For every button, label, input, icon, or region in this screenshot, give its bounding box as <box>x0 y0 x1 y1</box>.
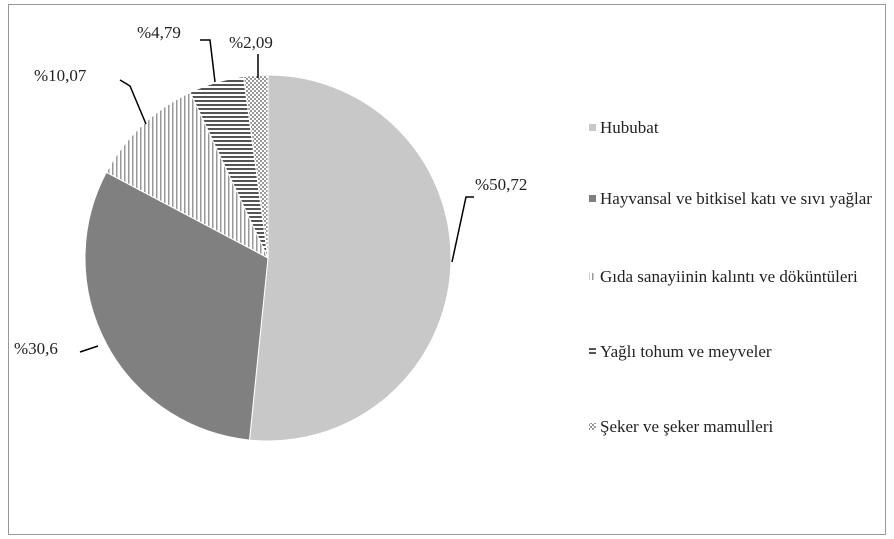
chart-border <box>8 4 886 535</box>
leader-line <box>451 196 474 263</box>
pie-slice <box>248 74 452 442</box>
legend-label: Gıda sanayiinin kalıntı ve döküntüleri <box>600 267 858 286</box>
legend-swatch <box>589 195 596 202</box>
legend-swatch <box>589 124 596 131</box>
pie-slice <box>105 91 270 260</box>
data-label: %30,6 <box>14 339 58 358</box>
legend-swatch <box>589 348 596 355</box>
legend-label: Yağlı tohum ve meyveler <box>600 342 772 361</box>
legend-label: Hayvansal ve bitkisel katı ve sıvı yağla… <box>600 189 872 208</box>
pie-slice <box>243 74 269 259</box>
data-label: %50,72 <box>475 175 527 194</box>
legend-swatch <box>589 423 596 430</box>
leader-line <box>200 39 216 83</box>
legend-label: Şeker ve şeker mamulleri <box>600 417 774 436</box>
leader-line <box>79 345 99 353</box>
pie-slice <box>84 171 269 441</box>
data-label: %2,09 <box>229 33 273 52</box>
data-label: %4,79 <box>137 23 181 42</box>
leader-line <box>119 79 147 125</box>
legend-swatch <box>589 273 596 280</box>
legend-label: Hububat <box>600 118 659 137</box>
data-label: %10,07 <box>34 66 87 85</box>
